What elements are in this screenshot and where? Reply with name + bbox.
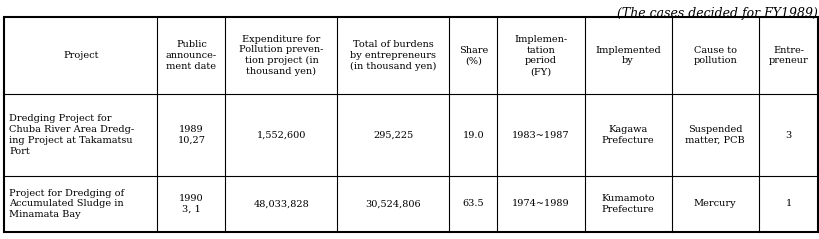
Text: Expenditure for
Pollution preven-
tion project (in
thousand yen): Expenditure for Pollution preven- tion p… xyxy=(239,35,324,76)
Text: Dredging Project for
Chuba River Area Dredg-
ing Project at Takamatsu
Port: Dredging Project for Chuba River Area Dr… xyxy=(9,114,134,156)
Text: Kagawa
Prefecture: Kagawa Prefecture xyxy=(601,125,654,145)
Text: Cause to
pollution: Cause to pollution xyxy=(692,46,736,65)
Text: (The cases decided for FY1989): (The cases decided for FY1989) xyxy=(617,7,817,20)
Text: Project: Project xyxy=(63,51,98,60)
Text: 1974~1989: 1974~1989 xyxy=(512,199,569,208)
Text: 295,225: 295,225 xyxy=(373,130,413,140)
Text: Kumamoto
Prefecture: Kumamoto Prefecture xyxy=(600,194,654,214)
Text: Implemen-
tation
period
(FY): Implemen- tation period (FY) xyxy=(514,35,567,76)
Text: 3: 3 xyxy=(785,130,790,140)
Text: 63.5: 63.5 xyxy=(462,199,484,208)
Text: 1983~1987: 1983~1987 xyxy=(512,130,569,140)
Text: Public
announce-
ment date: Public announce- ment date xyxy=(165,40,217,71)
Text: 1,552,600: 1,552,600 xyxy=(256,130,305,140)
Text: Suspended
matter, PCB: Suspended matter, PCB xyxy=(685,125,744,145)
Text: 19.0: 19.0 xyxy=(462,130,484,140)
Text: Total of burdens
by entrepreneurs
(in thousand yen): Total of burdens by entrepreneurs (in th… xyxy=(350,40,436,71)
Text: Share
(%): Share (%) xyxy=(459,46,487,65)
Text: Entre-
preneur: Entre- preneur xyxy=(767,46,808,65)
Text: Implemented
by: Implemented by xyxy=(595,46,660,65)
Text: 1990
3, 1: 1990 3, 1 xyxy=(179,194,204,214)
Text: Mercury: Mercury xyxy=(693,199,735,208)
Text: 30,524,806: 30,524,806 xyxy=(365,199,421,208)
Text: 1989
10,27: 1989 10,27 xyxy=(177,125,206,145)
Text: 1: 1 xyxy=(785,199,790,208)
Text: 48,033,828: 48,033,828 xyxy=(253,199,309,208)
Text: Project for Dredging of
Accumulated Sludge in
Minamata Bay: Project for Dredging of Accumulated Slud… xyxy=(9,189,124,219)
